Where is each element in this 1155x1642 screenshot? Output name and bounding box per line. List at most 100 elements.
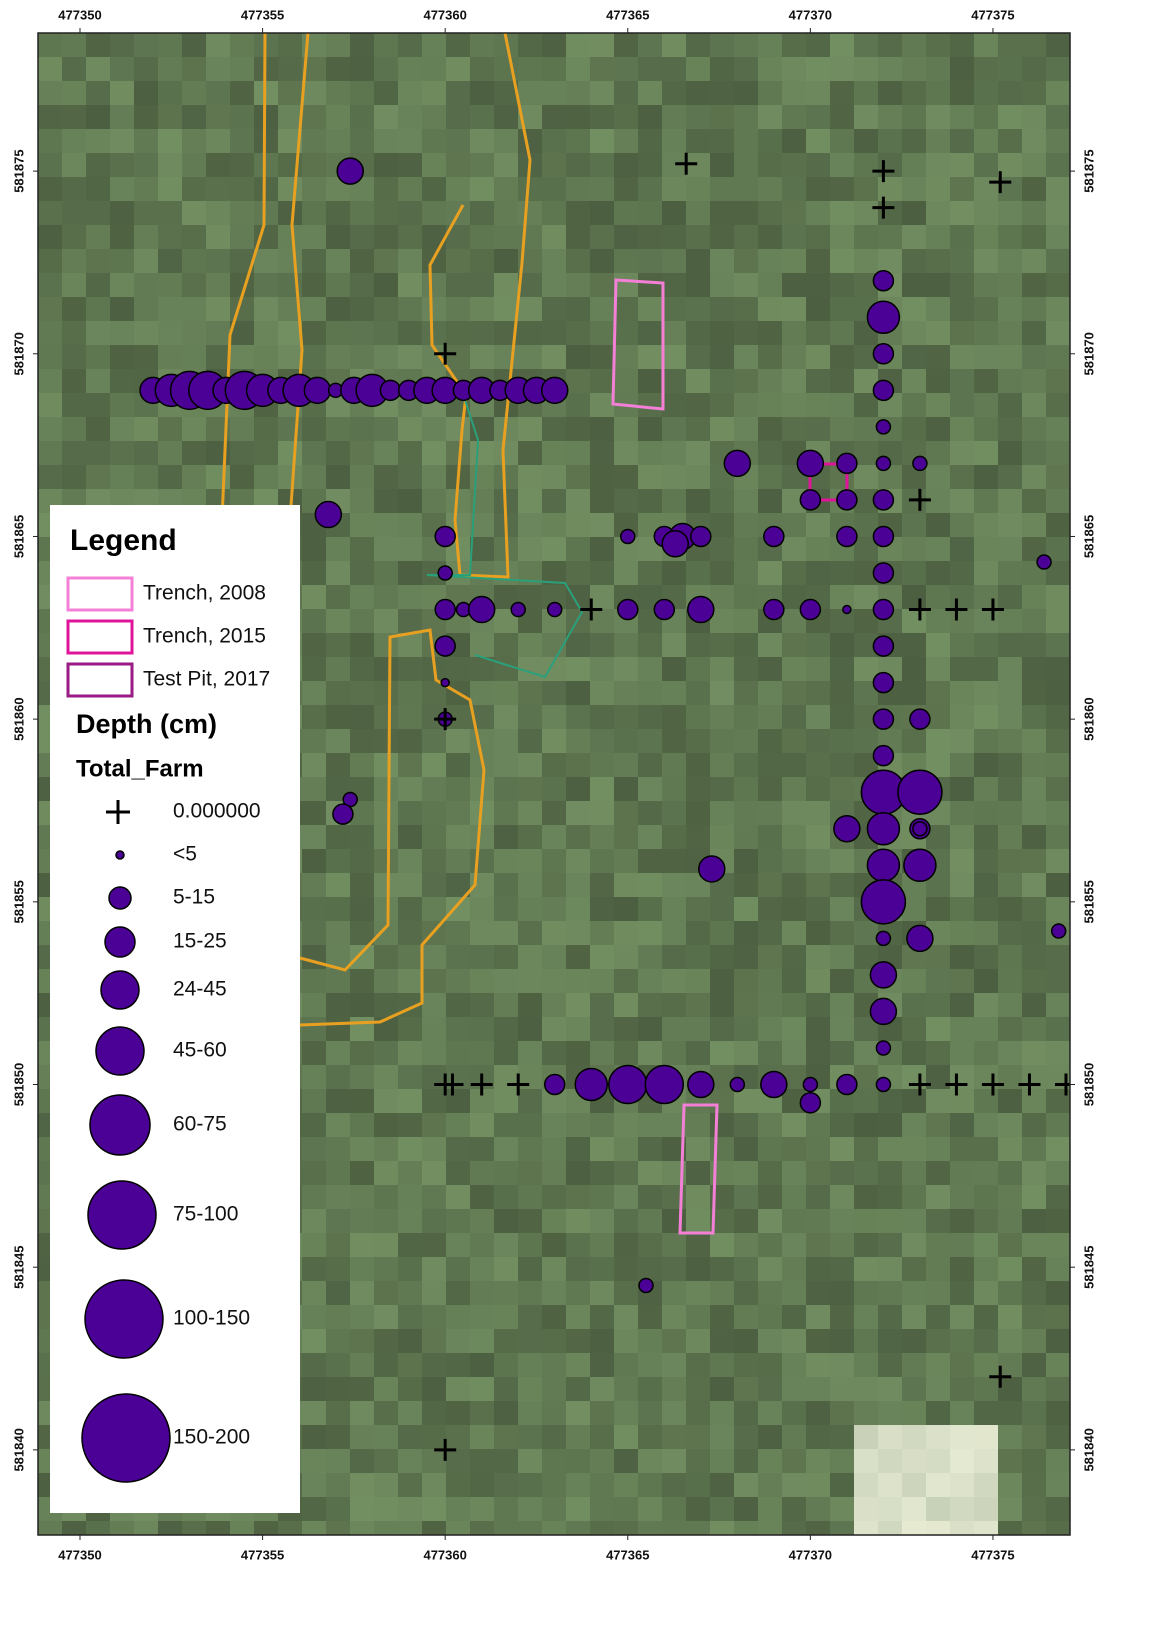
- imagery-cell: [950, 1233, 974, 1257]
- imagery-cell: [734, 1209, 758, 1233]
- imagery-cell: [38, 321, 62, 345]
- cross-marker: [872, 160, 895, 183]
- imagery-cell: [326, 345, 350, 369]
- imagery-cell: [614, 369, 638, 393]
- imagery-cell: [638, 1497, 662, 1521]
- imagery-cell: [590, 225, 614, 249]
- imagery-cell: [38, 393, 62, 417]
- cross-marker: [507, 1073, 530, 1096]
- imagery-cell: [446, 1257, 470, 1281]
- imagery-cell: [878, 1329, 902, 1353]
- imagery-cell: [782, 945, 806, 969]
- imagery-cell: [734, 1113, 758, 1137]
- imagery-cell: [806, 1497, 830, 1521]
- imagery-cell: [254, 441, 278, 465]
- imagery-cell: [614, 1473, 638, 1497]
- imagery-cell: [350, 321, 374, 345]
- y-tick-label: 581870: [1081, 332, 1096, 375]
- imagery-cell: [1046, 681, 1070, 705]
- imagery-cell: [350, 417, 374, 441]
- map-frame: [37, 32, 1071, 1536]
- imagery-cell: [494, 1353, 518, 1377]
- imagery-cell: [950, 561, 974, 585]
- imagery-cell: [182, 297, 206, 321]
- imagery-cell: [542, 297, 566, 321]
- imagery-cell: [662, 705, 686, 729]
- imagery-cell: [782, 681, 806, 705]
- imagery-cell: [998, 1089, 1022, 1113]
- imagery-cell: [350, 1377, 374, 1401]
- imagery-cell: [878, 33, 902, 57]
- imagery-cell: [1046, 1041, 1070, 1065]
- imagery-cell: [902, 201, 926, 225]
- imagery-cell: [638, 969, 662, 993]
- imagery-cell: [926, 1353, 950, 1377]
- imagery-cell: [326, 57, 350, 81]
- imagery-cell: [854, 81, 878, 105]
- imagery-cell: [446, 81, 470, 105]
- imagery-cell: [302, 1185, 326, 1209]
- imagery-cell: [854, 1497, 878, 1521]
- imagery-cell: [542, 1017, 566, 1041]
- imagery-cell: [662, 297, 686, 321]
- imagery-cell: [830, 1473, 854, 1497]
- imagery-cell: [734, 1305, 758, 1329]
- imagery-cell: [926, 537, 950, 561]
- ticks: 4773504773504773554773554773604773604773…: [11, 7, 1096, 1562]
- imagery-cell: [710, 993, 734, 1017]
- imagery-cell: [614, 1449, 638, 1473]
- imagery-cell: [974, 1449, 998, 1473]
- imagery-cell: [566, 1185, 590, 1209]
- imagery-cell: [206, 153, 230, 177]
- imagery-cell: [998, 369, 1022, 393]
- imagery-cell: [398, 81, 422, 105]
- imagery-cell: [782, 993, 806, 1017]
- imagery-cell: [230, 1521, 254, 1535]
- imagery-cell: [590, 417, 614, 441]
- imagery-cell: [446, 177, 470, 201]
- imagery-cell: [398, 1329, 422, 1353]
- imagery-cell: [566, 1233, 590, 1257]
- imagery-cell: [422, 249, 446, 273]
- imagery-cell: [902, 585, 926, 609]
- imagery-cell: [542, 321, 566, 345]
- imagery-cell: [566, 369, 590, 393]
- imagery-cell: [830, 777, 854, 801]
- imagery-cell: [518, 465, 542, 489]
- imagery-cell: [446, 1473, 470, 1497]
- imagery-cell: [590, 465, 614, 489]
- imagery-cell: [374, 249, 398, 273]
- imagery-cell: [950, 633, 974, 657]
- imagery-cell: [398, 129, 422, 153]
- imagery-cell: [734, 513, 758, 537]
- imagery-cell: [758, 417, 782, 441]
- imagery-cell: [710, 201, 734, 225]
- imagery-cell: [710, 417, 734, 441]
- imagery-cell: [878, 201, 902, 225]
- imagery-cell: [998, 849, 1022, 873]
- imagery-cell: [1022, 1473, 1046, 1497]
- imagery-cell: [422, 441, 446, 465]
- imagery-cell: [374, 1209, 398, 1233]
- imagery-cell: [566, 201, 590, 225]
- imagery-cell: [758, 273, 782, 297]
- imagery-cell: [998, 345, 1022, 369]
- imagery-cell: [446, 1041, 470, 1065]
- imagery-cell: [902, 1041, 926, 1065]
- imagery-cell: [662, 825, 686, 849]
- imagery-cell: [758, 825, 782, 849]
- imagery-cell: [470, 561, 494, 585]
- imagery-cell: [350, 633, 374, 657]
- imagery-cell: [734, 801, 758, 825]
- imagery-cell: [1046, 1233, 1070, 1257]
- imagery-cell: [542, 345, 566, 369]
- imagery-cell: [62, 1521, 86, 1535]
- imagery-cell: [998, 1257, 1022, 1281]
- imagery-cell: [158, 417, 182, 441]
- imagery-cell: [998, 657, 1022, 681]
- imagery-cell: [38, 345, 62, 369]
- imagery-cell: [398, 681, 422, 705]
- imagery-cell: [854, 1329, 878, 1353]
- imagery-cell: [710, 81, 734, 105]
